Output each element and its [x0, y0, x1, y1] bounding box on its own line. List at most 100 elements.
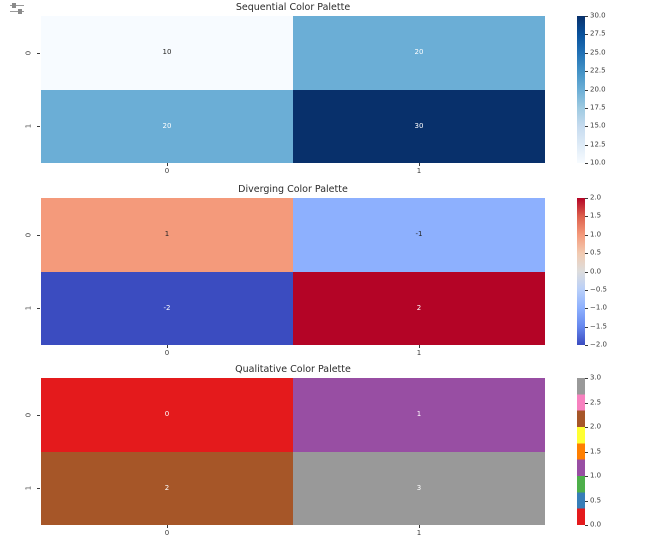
heatmap-cell: 10 — [41, 16, 293, 90]
colorbar-tickmark — [585, 476, 588, 477]
cell-annotation: -2 — [163, 303, 171, 312]
colorbar-tickmark — [585, 216, 588, 218]
x-tickmark — [419, 525, 420, 528]
cell-annotation: 20 — [162, 121, 172, 130]
colorbar-tickmark — [585, 163, 588, 164]
y-tickmark — [37, 414, 40, 416]
colorbar-tickmark — [585, 402, 588, 404]
y-tickmark — [37, 52, 40, 54]
subplot-title: Qualitative Color Palette — [235, 364, 351, 375]
colorbar-tick-label: −0.5 — [590, 285, 607, 294]
x-tick-label: 0 — [164, 167, 170, 175]
colorbar-tickmark — [585, 308, 588, 310]
colorbar-tick-label: 15.0 — [590, 121, 606, 130]
colorbar-tickmark — [585, 289, 588, 291]
colorbar-tick-label: 1.0 — [590, 230, 602, 239]
heatmap: 1 -1 -2 2 — [41, 198, 545, 345]
colorbar-tickmark — [585, 198, 588, 199]
slider-bar-icon — [10, 10, 24, 12]
colorbar-tickmark — [585, 451, 588, 453]
colorbar-tick-label: 0.0 — [590, 520, 602, 529]
heatmap: 10 20 20 30 — [41, 16, 545, 163]
colorbar-tick-label: 22.5 — [590, 66, 606, 75]
cell-annotation: -1 — [415, 230, 423, 239]
heatmap-cell: -1 — [293, 198, 545, 272]
subplot-title: Sequential Color Palette — [235, 2, 351, 13]
x-tick-label: 0 — [164, 349, 170, 357]
cell-annotation: 2 — [416, 303, 422, 312]
output-adjust-icon[interactable] — [10, 3, 25, 14]
cell-annotation: 30 — [414, 121, 424, 130]
colorbar-tick-label: 27.5 — [590, 29, 606, 38]
colorbar-tickmark — [585, 427, 588, 428]
y-tickmark — [37, 488, 40, 490]
heatmap-cell: 2 — [41, 451, 293, 525]
x-tick-label: 1 — [416, 529, 422, 537]
colorbar-tick-label: 0.5 — [590, 248, 602, 257]
cell-annotation: 10 — [162, 48, 172, 57]
cell-annotation: 3 — [416, 483, 422, 492]
colorbar — [577, 198, 585, 345]
colorbar-tick-label: 2.0 — [590, 193, 602, 202]
x-tick-label: 1 — [416, 167, 422, 175]
colorbar-tick-label: −2.0 — [590, 340, 607, 349]
colorbar-tickmark — [585, 126, 588, 128]
heatmap-cell: 1 — [293, 378, 545, 452]
colorbar-tick-label: 12.5 — [590, 140, 606, 149]
colorbar-tickmark — [585, 71, 588, 73]
colorbar-tick-label: 20.0 — [590, 85, 606, 93]
colorbar-tick-label: 1.5 — [590, 447, 602, 455]
colorbar-tick-label: 25.0 — [590, 48, 606, 57]
colorbar-tickmark — [585, 89, 588, 91]
y-tickmark — [37, 126, 40, 128]
colorbar-tickmark — [585, 326, 588, 328]
heatmap-cell: 2 — [293, 271, 545, 345]
subplot-title: Diverging Color Palette — [238, 184, 348, 195]
cell-annotation: 1 — [416, 410, 422, 419]
colorbar-tickmark — [585, 500, 588, 502]
cell-annotation: 1 — [164, 230, 170, 239]
colorbar-tickmark — [585, 34, 588, 36]
colorbar-tick-label: 10.0 — [590, 158, 606, 167]
cell-annotation: 2 — [164, 483, 170, 492]
colorbar-tickmark — [585, 234, 588, 236]
y-tickmark — [37, 308, 40, 310]
colorbar-tick-label: 0.5 — [590, 496, 602, 504]
heatmap: 0 1 2 3 — [41, 378, 545, 525]
colorbar-tickmark — [585, 345, 588, 346]
x-tickmark — [167, 525, 168, 528]
colorbar-tickmark — [585, 525, 588, 526]
x-tick-label: 0 — [164, 529, 170, 537]
x-tickmark — [419, 163, 420, 166]
colorbar — [577, 378, 585, 525]
heatmap-cell: 1 — [41, 198, 293, 272]
y-tick-label: 1 — [24, 486, 33, 491]
heatmap-cell: 20 — [41, 89, 293, 163]
colorbar-tick-label: 2.0 — [590, 422, 602, 431]
colorbar-tickmark — [585, 378, 588, 379]
colorbar-tickmark — [585, 144, 588, 146]
cell-annotation: 20 — [414, 48, 424, 57]
x-tickmark — [419, 345, 420, 348]
colorbar-tickmark — [585, 271, 588, 273]
colorbar-tickmark — [585, 107, 588, 109]
x-tickmark — [167, 345, 168, 348]
colorbar-tick-label: 3.0 — [590, 373, 602, 382]
colorbar-tick-label: −1.5 — [590, 322, 607, 331]
heatmap-cell: 20 — [293, 16, 545, 90]
colorbar-tick-label: 1.0 — [590, 471, 602, 480]
slider-knob-icon — [12, 3, 16, 8]
y-tick-label: 0 — [24, 412, 33, 417]
colorbar-tickmark — [585, 16, 588, 17]
colorbar-tick-label: 17.5 — [590, 103, 606, 112]
colorbar-tick-label: 2.5 — [590, 398, 602, 406]
colorbar — [577, 16, 585, 163]
slider-knob-icon — [18, 9, 22, 14]
heatmap-cell: 0 — [41, 378, 293, 452]
slider-bar-icon — [10, 4, 24, 6]
colorbar-tickmark — [585, 253, 588, 255]
